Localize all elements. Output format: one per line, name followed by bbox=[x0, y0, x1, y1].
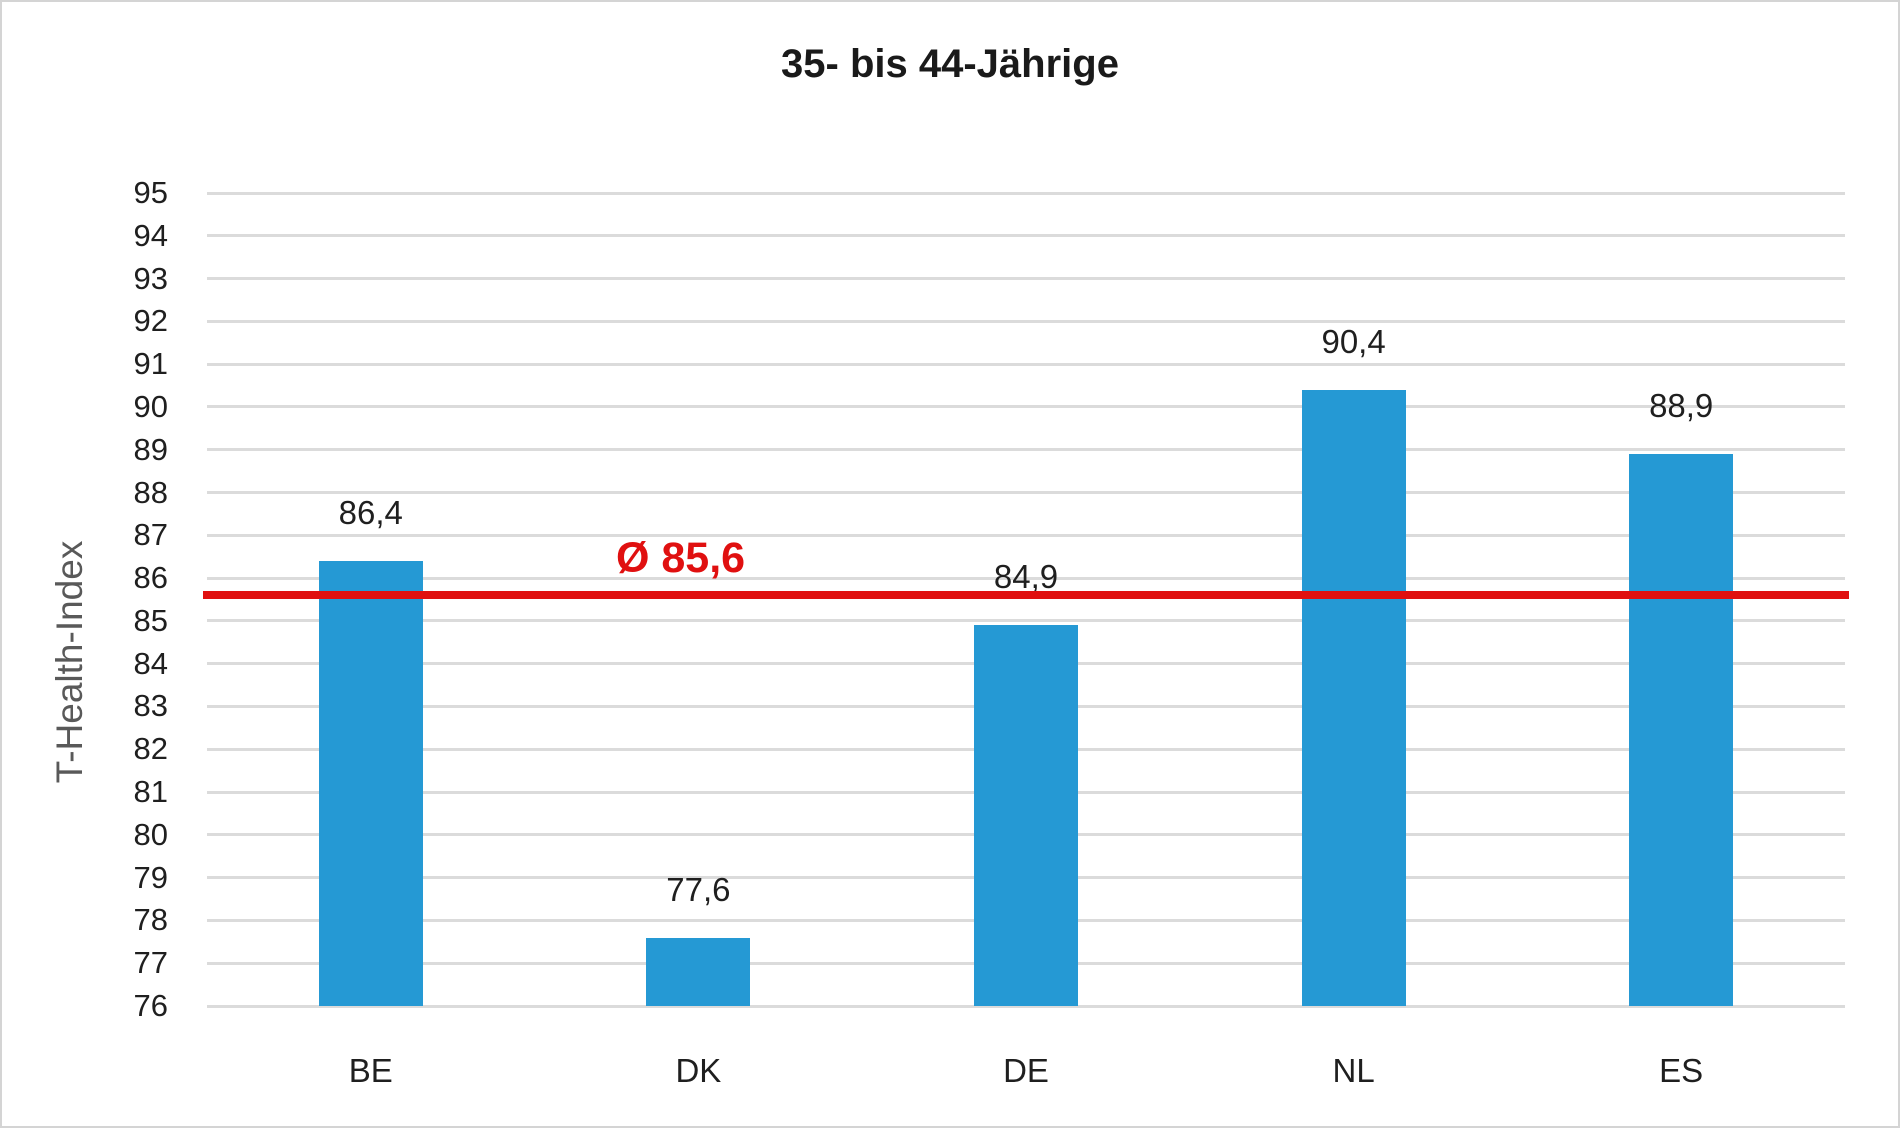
y-tick-label-88: 88 bbox=[133, 474, 168, 510]
y-tick-label-82: 82 bbox=[133, 731, 168, 767]
x-tick-label-DK: DK bbox=[675, 1052, 722, 1089]
x-tick-label-DE: DE bbox=[1003, 1052, 1049, 1089]
y-tick-label-93: 93 bbox=[133, 260, 168, 296]
y-tick-label-92: 92 bbox=[133, 303, 168, 339]
gridline-94 bbox=[207, 234, 1845, 238]
y-tick-label-76: 76 bbox=[133, 988, 168, 1023]
chart-title: 35- bis 44-Jährige bbox=[781, 42, 1119, 86]
bar-value-label-ES: 88,9 bbox=[1649, 387, 1714, 425]
gridline-88 bbox=[207, 491, 1845, 495]
bar-value-label-NL: 90,4 bbox=[1321, 322, 1386, 360]
y-tick-label-90: 90 bbox=[133, 388, 168, 424]
average-line-label: Ø 85,6 bbox=[616, 534, 746, 582]
y-tick-label-77: 77 bbox=[133, 945, 168, 981]
y-tick-label-84: 84 bbox=[133, 645, 168, 681]
gridline-76 bbox=[207, 1004, 1845, 1008]
y-tick-label-89: 89 bbox=[133, 431, 168, 467]
bar-DE bbox=[974, 625, 1078, 1006]
x-tick-label-NL: NL bbox=[1332, 1052, 1375, 1089]
y-tick-label-94: 94 bbox=[133, 217, 168, 253]
x-tick-label-ES: ES bbox=[1659, 1052, 1704, 1089]
y-tick-label-85: 85 bbox=[133, 602, 168, 638]
bar-value-label-BE: 86,4 bbox=[338, 493, 403, 531]
average-line bbox=[203, 591, 1849, 600]
y-tick-label-91: 91 bbox=[133, 346, 168, 382]
y-tick-label-86: 86 bbox=[133, 560, 168, 596]
bar-DK bbox=[646, 937, 751, 1006]
y-tick-label-83: 83 bbox=[133, 688, 168, 724]
gridline-85 bbox=[207, 619, 1845, 623]
bar-NL bbox=[1301, 389, 1406, 1006]
bar-ES bbox=[1629, 454, 1734, 1006]
bar-value-label-DE: 84,9 bbox=[993, 558, 1059, 596]
y-tick-label-78: 78 bbox=[133, 902, 168, 938]
x-tick-label-BE: BE bbox=[348, 1052, 393, 1089]
gridline-91 bbox=[207, 362, 1845, 366]
gridline-87 bbox=[207, 533, 1845, 537]
y-tick-label-79: 79 bbox=[133, 859, 168, 895]
gridline-86 bbox=[207, 576, 1845, 580]
gridline-93 bbox=[207, 277, 1845, 281]
gridline-95 bbox=[207, 191, 1845, 195]
gridline-90 bbox=[207, 405, 1845, 409]
gridline-89 bbox=[207, 448, 1845, 452]
bar-value-label-DK: 77,6 bbox=[666, 870, 731, 908]
bar-BE bbox=[318, 560, 423, 1006]
gridline-92 bbox=[207, 319, 1845, 323]
y-tick-label-80: 80 bbox=[133, 816, 168, 852]
y-tick-label-81: 81 bbox=[133, 774, 168, 810]
y-tick-label-87: 87 bbox=[133, 517, 168, 553]
y-tick-label-95: 95 bbox=[133, 175, 168, 210]
